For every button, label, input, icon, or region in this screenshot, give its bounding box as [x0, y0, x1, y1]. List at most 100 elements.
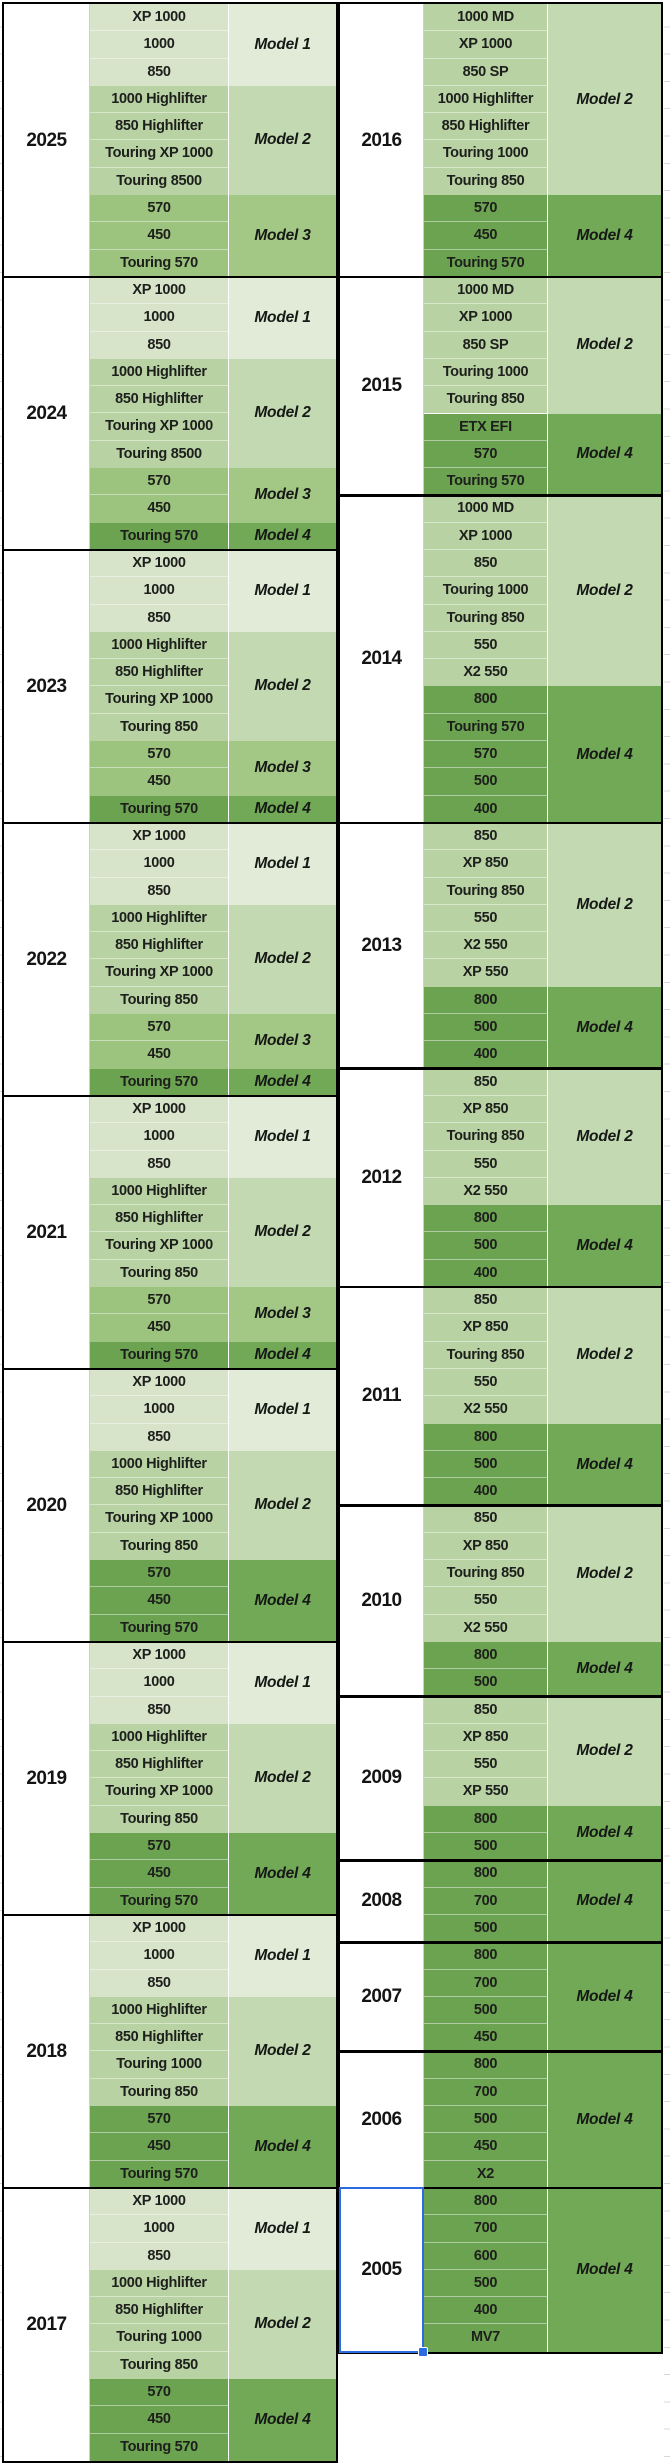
- model-cell[interactable]: 850: [90, 58, 228, 86]
- model-cell[interactable]: 1000 Highlifter: [90, 904, 228, 933]
- model-cell[interactable]: 850 Highlifter: [90, 386, 228, 414]
- model-group-label[interactable]: Model 2: [548, 1287, 661, 1424]
- model-cell[interactable]: 1000: [90, 304, 228, 332]
- model-cell[interactable]: 500: [424, 1450, 547, 1479]
- model-cell[interactable]: 500: [424, 1914, 547, 1943]
- model-cell[interactable]: 800: [424, 1205, 547, 1233]
- model-group-label[interactable]: Model 2: [548, 1505, 661, 1642]
- model-cell[interactable]: 570: [424, 195, 547, 223]
- model-cell[interactable]: XP 850: [424, 1314, 547, 1342]
- year-cell[interactable]: 2017: [4, 2188, 90, 2461]
- model-group-label[interactable]: Model 2: [229, 904, 336, 1015]
- model-cell[interactable]: Touring 570: [90, 1341, 228, 1369]
- year-cell[interactable]: 2015: [340, 277, 424, 496]
- model-cell[interactable]: 400: [424, 1041, 547, 1069]
- model-group-label[interactable]: Model 1: [229, 1369, 336, 1451]
- model-group-label[interactable]: Model 1: [229, 2188, 336, 2270]
- model-cell[interactable]: 500: [424, 1014, 547, 1042]
- model-cell[interactable]: 400: [424, 2297, 547, 2325]
- model-cell[interactable]: Touring 8500: [90, 440, 228, 469]
- model-group-label[interactable]: Model 4: [548, 1805, 661, 1861]
- model-cell[interactable]: 450: [90, 495, 228, 523]
- model-cell[interactable]: Touring 1000: [90, 2051, 228, 2079]
- model-cell[interactable]: 600: [424, 2242, 547, 2270]
- model-cell[interactable]: XP 1000: [90, 1369, 228, 1397]
- model-cell[interactable]: 850 Highlifter: [90, 1478, 228, 1506]
- model-group-label[interactable]: Model 1: [229, 1642, 336, 1724]
- model-group-label[interactable]: Model 1: [229, 4, 336, 86]
- model-cell[interactable]: XP 1000: [90, 2188, 228, 2216]
- model-cell[interactable]: 550: [424, 904, 547, 933]
- model-cell[interactable]: XP 850: [424, 1723, 547, 1752]
- model-group-label[interactable]: Model 2: [548, 277, 661, 414]
- year-cell[interactable]: 2014: [340, 495, 424, 823]
- model-cell[interactable]: 850: [424, 549, 547, 578]
- model-group-label[interactable]: Model 2: [229, 2269, 336, 2380]
- model-cell[interactable]: 570: [90, 1014, 228, 1042]
- model-cell[interactable]: 570: [90, 741, 228, 769]
- model-cell[interactable]: Touring 570: [90, 2160, 228, 2188]
- model-cell[interactable]: X2: [424, 2160, 547, 2188]
- model-cell[interactable]: Touring 8500: [90, 167, 228, 196]
- selection-fill-handle[interactable]: [418, 2346, 428, 2357]
- model-group-label[interactable]: Model 2: [229, 1450, 336, 1561]
- model-cell[interactable]: Touring 570: [424, 249, 547, 277]
- model-group-label[interactable]: Model 4: [548, 1641, 661, 1697]
- model-cell[interactable]: 850 Highlifter: [90, 2297, 228, 2325]
- year-cell[interactable]: 2011: [340, 1287, 424, 1506]
- model-cell[interactable]: Touring 570: [90, 2433, 228, 2461]
- model-cell[interactable]: 1000 Highlifter: [90, 1450, 228, 1479]
- model-cell[interactable]: 1000: [90, 2215, 228, 2243]
- model-group-label[interactable]: Model 4: [229, 2379, 336, 2461]
- model-cell[interactable]: 850: [90, 1423, 228, 1451]
- model-cell[interactable]: 570: [90, 2106, 228, 2134]
- model-cell[interactable]: 1000 Highlifter: [90, 1723, 228, 1752]
- model-cell[interactable]: X2 550: [424, 659, 547, 687]
- model-cell[interactable]: 1000: [90, 850, 228, 878]
- model-cell[interactable]: Touring 850: [424, 167, 547, 196]
- model-cell[interactable]: 850 Highlifter: [90, 1205, 228, 1233]
- model-group-label[interactable]: Model 4: [229, 1833, 336, 1915]
- model-cell[interactable]: MV7: [424, 2324, 547, 2352]
- model-group-label[interactable]: Model 4: [229, 1560, 336, 1642]
- model-cell[interactable]: 800: [424, 1805, 547, 1834]
- model-cell[interactable]: 450: [90, 222, 228, 250]
- model-cell[interactable]: 550: [424, 1751, 547, 1779]
- model-cell[interactable]: Touring 570: [90, 522, 228, 550]
- model-cell[interactable]: X2 550: [424, 932, 547, 960]
- year-cell[interactable]: 2016: [340, 4, 424, 277]
- model-cell[interactable]: 800: [424, 1641, 547, 1670]
- model-cell[interactable]: Touring 1000: [424, 577, 547, 605]
- model-cell[interactable]: Touring 570: [90, 795, 228, 823]
- model-cell[interactable]: XP 850: [424, 1095, 547, 1124]
- model-group-label[interactable]: Model 4: [548, 986, 661, 1069]
- model-group-label[interactable]: Model 4: [548, 2187, 661, 2352]
- model-group-label[interactable]: Model 2: [229, 1723, 336, 1834]
- model-cell[interactable]: XP 850: [424, 850, 547, 878]
- model-group-label[interactable]: Model 4: [548, 1205, 661, 1288]
- model-cell[interactable]: XP 850: [424, 1532, 547, 1561]
- model-cell[interactable]: 1000 Highlifter: [90, 1996, 228, 2025]
- model-group-label[interactable]: Model 3: [229, 1014, 336, 1069]
- model-group-label[interactable]: Model 1: [229, 823, 336, 905]
- model-cell[interactable]: Touring 850: [424, 1560, 547, 1588]
- model-cell[interactable]: Touring 850: [90, 1259, 228, 1288]
- model-cell[interactable]: Touring XP 1000: [90, 686, 228, 714]
- model-cell[interactable]: X2 550: [424, 1177, 547, 1206]
- year-cell[interactable]: 2006: [340, 2051, 424, 2188]
- model-cell[interactable]: XP 1000: [90, 823, 228, 851]
- model-cell[interactable]: 450: [424, 2024, 547, 2052]
- model-group-label[interactable]: Model 2: [229, 358, 336, 469]
- model-cell[interactable]: 1000 MD: [424, 4, 547, 32]
- model-cell[interactable]: Touring 850: [424, 1123, 547, 1151]
- year-cell[interactable]: 2022: [4, 823, 90, 1096]
- model-group-label[interactable]: Model 4: [548, 195, 661, 277]
- model-cell[interactable]: 850: [424, 1505, 547, 1533]
- model-cell[interactable]: Touring XP 1000: [90, 1778, 228, 1806]
- model-cell[interactable]: 1000 Highlifter: [90, 2269, 228, 2298]
- model-cell[interactable]: 500: [424, 1833, 547, 1861]
- model-cell[interactable]: 850: [90, 877, 228, 905]
- model-cell[interactable]: 400: [424, 795, 547, 823]
- model-cell[interactable]: Touring 850: [90, 2078, 228, 2107]
- model-cell[interactable]: 800: [424, 1423, 547, 1451]
